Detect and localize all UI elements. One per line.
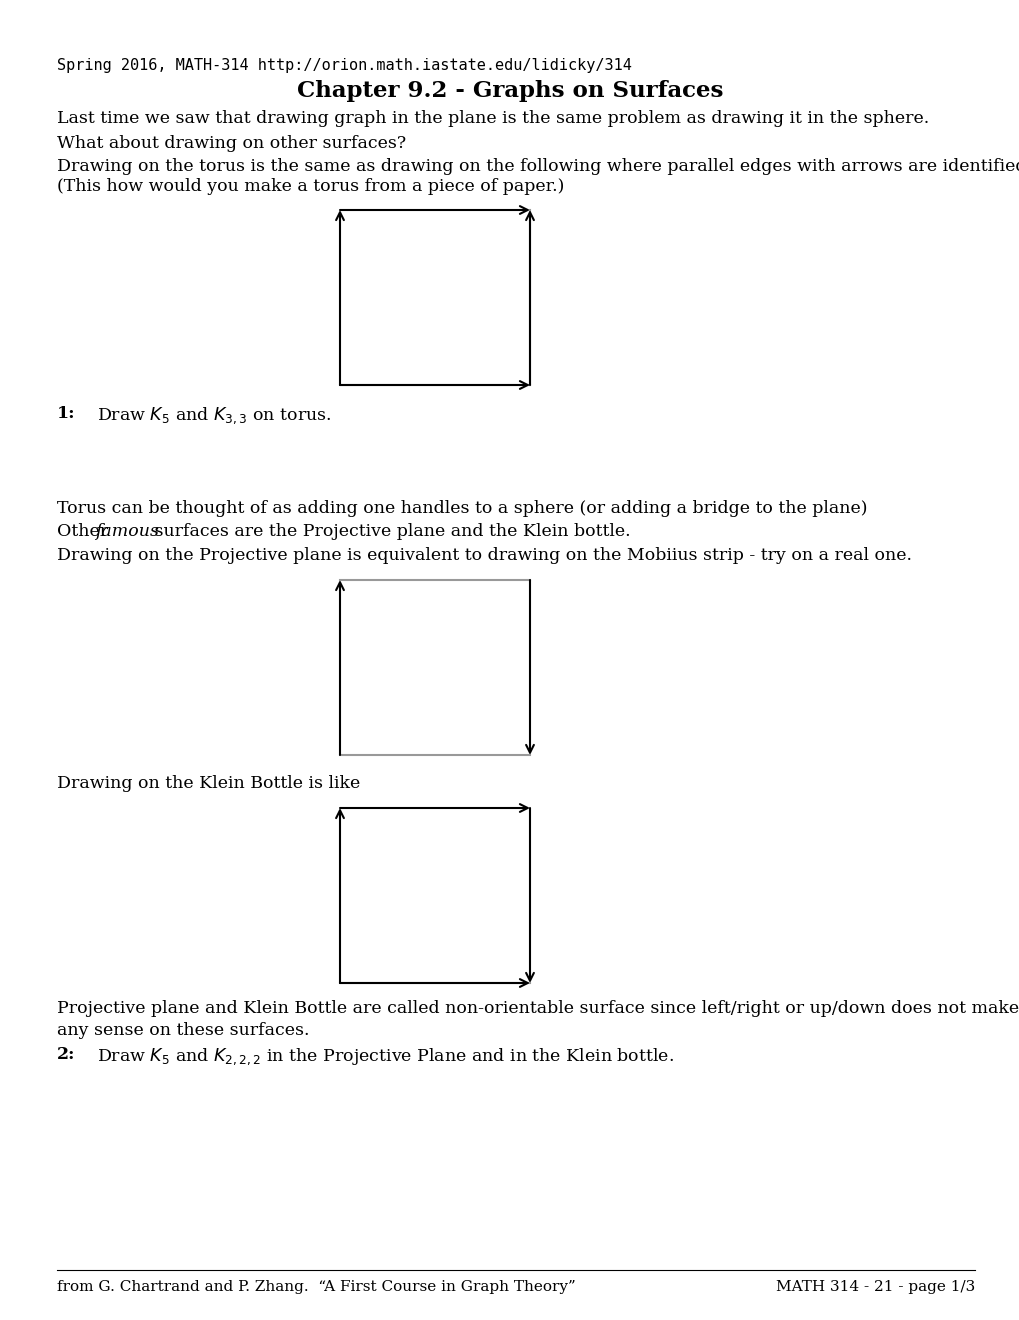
Text: What about drawing on other surfaces?: What about drawing on other surfaces? [57, 135, 406, 152]
Text: Other: Other [57, 523, 113, 540]
Text: famous: famous [95, 523, 159, 540]
Text: Drawing on the torus is the same as drawing on the following where parallel edge: Drawing on the torus is the same as draw… [57, 158, 1019, 176]
Text: Projective plane and Klein Bottle are called non-orientable surface since left/r: Projective plane and Klein Bottle are ca… [57, 1001, 1018, 1016]
Text: Drawing on the Klein Bottle is like: Drawing on the Klein Bottle is like [57, 775, 360, 792]
Text: (This how would you make a torus from a piece of paper.): (This how would you make a torus from a … [57, 178, 564, 195]
Text: Spring 2016, MATH-314 http://orion.math.iastate.edu/lidicky/314: Spring 2016, MATH-314 http://orion.math.… [57, 58, 631, 73]
Text: Draw $K_5$ and $K_{2,2,2}$ in the Projective Plane and in the Klein bottle.: Draw $K_5$ and $K_{2,2,2}$ in the Projec… [97, 1045, 674, 1067]
Text: from G. Chartrand and P. Zhang.  “A First Course in Graph Theory”: from G. Chartrand and P. Zhang. “A First… [57, 1280, 575, 1294]
Text: surfaces are the Projective plane and the Klein bottle.: surfaces are the Projective plane and th… [149, 523, 630, 540]
Text: Last time we saw that drawing graph in the plane is the same problem as drawing : Last time we saw that drawing graph in t… [57, 110, 928, 127]
Text: 1:: 1: [57, 405, 75, 422]
Text: Torus can be thought of as adding one handles to a sphere (or adding a bridge to: Torus can be thought of as adding one ha… [57, 500, 866, 517]
Text: Chapter 9.2 - Graphs on Surfaces: Chapter 9.2 - Graphs on Surfaces [297, 81, 722, 102]
Text: Drawing on the Projective plane is equivalent to drawing on the Mobiius strip - : Drawing on the Projective plane is equiv… [57, 546, 911, 564]
Text: 2:: 2: [57, 1045, 75, 1063]
Text: any sense on these surfaces.: any sense on these surfaces. [57, 1022, 309, 1039]
Text: Draw $K_5$ and $K_{3,3}$ on torus.: Draw $K_5$ and $K_{3,3}$ on torus. [97, 405, 331, 425]
Text: MATH 314 - 21 - page 1/3: MATH 314 - 21 - page 1/3 [775, 1280, 974, 1294]
